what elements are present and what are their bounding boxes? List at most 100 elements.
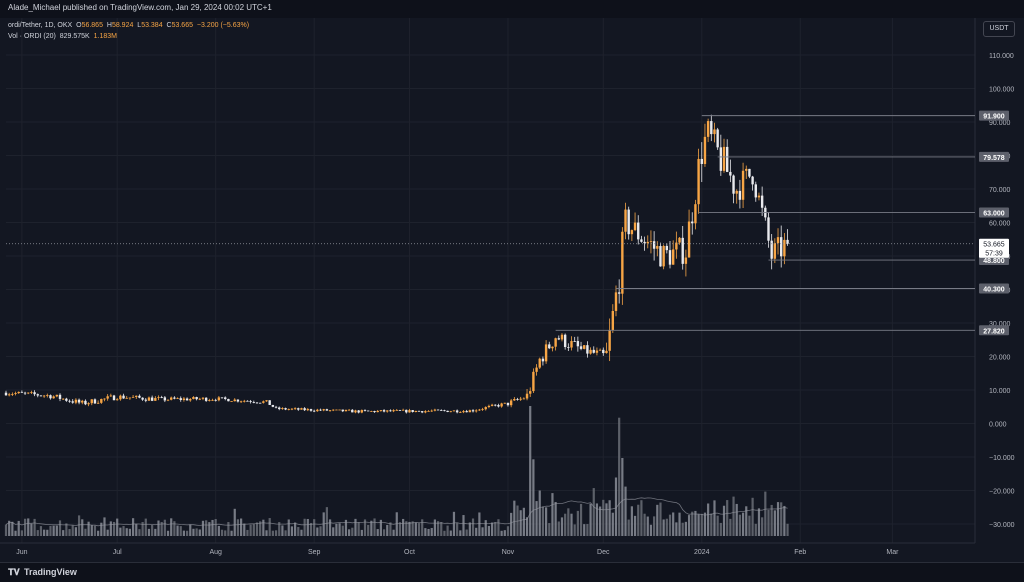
candle-body — [462, 411, 465, 413]
volume-bar — [11, 521, 14, 536]
candle-body — [303, 408, 306, 411]
symbol-legend[interactable]: ordi/Tether, 1D, OKX O56.865 H58.924 L53… — [8, 22, 249, 29]
volume-bar — [576, 510, 579, 536]
candle-body — [214, 399, 217, 401]
candle-body — [33, 392, 36, 395]
candle-body — [322, 409, 325, 411]
candle-body — [373, 411, 376, 413]
volume-legend[interactable]: Vol · ORDI (20) 829.575K 1.183M — [8, 33, 117, 40]
volume-bar — [497, 519, 500, 536]
candle-body — [513, 399, 516, 401]
volume-bar — [195, 528, 198, 536]
volume-bar — [236, 519, 240, 536]
volume-bar — [103, 517, 106, 536]
volume-bar — [278, 522, 281, 536]
volume-bar — [271, 530, 274, 536]
volume-bar — [348, 529, 351, 536]
volume-bar — [300, 529, 303, 536]
volume-bar — [684, 521, 687, 536]
price-tick-label: 10.000 — [989, 388, 1011, 395]
volume-bar — [510, 512, 513, 536]
candle-body — [614, 292, 618, 312]
volume-bar — [506, 526, 510, 536]
level-label: 48.800 — [983, 258, 1005, 265]
candle-body — [430, 410, 433, 412]
volume-bar — [106, 529, 109, 536]
level-label: 40.300 — [983, 286, 1005, 293]
candle-body — [347, 409, 351, 411]
candle-body — [201, 397, 205, 399]
candle-body — [475, 410, 478, 412]
volume-bar — [173, 521, 176, 536]
candle-body — [363, 410, 367, 411]
volume-bar — [392, 529, 395, 536]
candle-body — [46, 395, 49, 396]
volume-bar — [182, 530, 186, 536]
volume-bar — [100, 522, 103, 536]
volume-bar — [786, 523, 789, 536]
candle-body — [433, 409, 437, 411]
candle-body — [633, 222, 637, 231]
candle-body — [538, 358, 541, 368]
chart-area[interactable]: 110.000100.00090.00080.00070.00060.00050… — [0, 18, 1024, 562]
volume-bar — [176, 525, 179, 536]
candle-body — [173, 397, 176, 399]
volume-bar — [436, 521, 440, 536]
candle-body — [227, 398, 230, 402]
volume-bar — [335, 523, 338, 536]
volume-bar — [532, 459, 535, 536]
volume-bar — [135, 524, 138, 536]
volume-bar — [46, 529, 49, 536]
candle-body — [147, 397, 151, 401]
volume-bar — [770, 504, 773, 536]
volume-bar — [338, 523, 341, 536]
volume-bar — [23, 518, 27, 536]
symbol-name[interactable]: ordi/Tether, 1D, OKX — [8, 22, 73, 29]
volume-bar — [719, 522, 722, 536]
candle-body — [484, 407, 487, 410]
volume-bar — [259, 521, 262, 536]
candle-body — [516, 399, 519, 400]
candle-body — [338, 409, 341, 411]
candle-body — [605, 350, 608, 354]
publisher-info: Alade_Michael published on TradingView.c… — [8, 3, 272, 12]
level-label-bg — [979, 325, 1009, 336]
volume-bar — [722, 505, 726, 536]
volume-ma: 829.575K — [59, 33, 90, 40]
candle-body — [157, 397, 160, 399]
volume-indicator-name[interactable]: Vol · ORDI (20) — [8, 33, 56, 40]
volume-bar — [163, 519, 166, 536]
tradingview-logo[interactable]: 𝐓𝐕 TradingView — [8, 567, 77, 577]
candle-body — [255, 402, 259, 404]
candle-body — [239, 401, 243, 403]
candle-body — [617, 292, 621, 294]
volume-bar — [367, 524, 370, 536]
candle-body — [719, 147, 723, 171]
candle-body — [567, 347, 570, 348]
candle-body — [131, 396, 135, 398]
candle-body — [602, 349, 605, 354]
candle-body — [135, 395, 138, 397]
volume-bar — [541, 506, 545, 536]
candle-body — [589, 349, 592, 354]
candle-body — [122, 395, 125, 399]
candle-body — [319, 409, 322, 411]
price-chart[interactable]: 110.000100.00090.00080.00070.00060.00050… — [0, 18, 1024, 562]
volume-bar — [525, 517, 529, 536]
volume-bar — [208, 522, 211, 536]
ohlc-high: H58.924 — [106, 22, 134, 29]
level-label: 79.578 — [983, 155, 1005, 162]
candle-body — [179, 398, 182, 400]
volume-bar — [233, 508, 236, 536]
volume-bar — [459, 530, 462, 536]
currency-button[interactable]: USDT — [983, 21, 1015, 37]
candle-body — [52, 396, 55, 399]
volume-bar — [141, 522, 144, 536]
volume-bar — [487, 525, 491, 536]
price-tick-label: 90.000 — [989, 120, 1011, 127]
candle-body — [106, 396, 109, 399]
candle-body — [128, 397, 132, 399]
volume-bar — [138, 529, 141, 536]
volume-bar — [49, 525, 52, 536]
candle-body — [224, 397, 227, 399]
